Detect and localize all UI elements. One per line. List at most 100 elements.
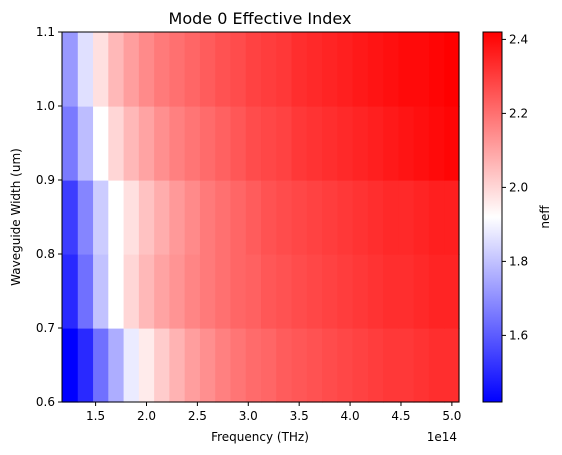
heatmap-cell bbox=[108, 32, 125, 107]
heatmap-cell bbox=[154, 32, 170, 107]
heatmap-cell bbox=[261, 328, 277, 403]
heatmap-cell bbox=[276, 106, 293, 181]
heatmap-cell bbox=[215, 32, 232, 107]
heatmap-cell bbox=[398, 106, 415, 181]
heatmap-cell bbox=[322, 254, 338, 329]
heatmap-cell bbox=[261, 254, 277, 329]
heatmap-cell bbox=[123, 32, 140, 107]
colorbar-axis: 1.6 1.8 2.0 2.2 2.4 bbox=[502, 32, 528, 342]
heatmap-cell bbox=[413, 328, 430, 403]
heatmap-cell bbox=[276, 180, 293, 255]
y-tick-label: 1.1 bbox=[36, 25, 55, 39]
heatmap-cell bbox=[428, 328, 445, 403]
heatmap-cell bbox=[291, 106, 308, 181]
heatmap-cell bbox=[77, 254, 94, 329]
heatmap-cell bbox=[93, 328, 109, 403]
x-tick-label: 2.5 bbox=[188, 409, 207, 423]
heatmap-cell bbox=[62, 32, 79, 107]
heatmap-cell bbox=[322, 32, 338, 107]
heatmap-cell bbox=[184, 254, 201, 329]
heatmap-cell bbox=[337, 32, 354, 107]
heatmap-cell bbox=[383, 106, 400, 181]
heatmap-cell bbox=[138, 180, 155, 255]
heatmap-cell bbox=[306, 254, 323, 329]
heatmap-cell bbox=[230, 106, 247, 181]
y-axis: 0.6 0.7 0.8 0.9 1.0 1.1 bbox=[36, 25, 62, 409]
heatmap-cell bbox=[199, 106, 216, 181]
heatmap-cell bbox=[367, 328, 384, 403]
heatmap-cell bbox=[367, 32, 384, 107]
colorbar bbox=[482, 31, 503, 403]
heatmap-cell bbox=[154, 254, 170, 329]
heatmap-cell bbox=[444, 254, 460, 329]
heatmap-cell bbox=[199, 328, 216, 403]
x-tick-label: 2.0 bbox=[137, 409, 156, 423]
heatmap-cell bbox=[428, 32, 445, 107]
heatmap-cell bbox=[383, 328, 400, 403]
heatmap-cell bbox=[215, 328, 232, 403]
heatmap-cell bbox=[93, 180, 109, 255]
heatmap-cell bbox=[93, 106, 109, 181]
heatmap-cell bbox=[184, 106, 201, 181]
heatmap-cell bbox=[169, 254, 186, 329]
heatmap-cell bbox=[199, 32, 216, 107]
heatmap-cell bbox=[276, 32, 293, 107]
heatmap-cell bbox=[398, 32, 415, 107]
heatmap-cell bbox=[154, 180, 170, 255]
heatmap-cell bbox=[230, 254, 247, 329]
heatmap-cell bbox=[123, 328, 140, 403]
heatmap-cell bbox=[352, 328, 369, 403]
heatmap-cell bbox=[184, 328, 201, 403]
chart-title: Mode 0 Effective Index bbox=[169, 9, 352, 28]
heatmap-cell bbox=[215, 106, 232, 181]
heatmap-cell bbox=[77, 106, 94, 181]
heatmap-cell bbox=[337, 106, 354, 181]
heatmap-cell bbox=[245, 180, 262, 255]
heatmap-cell bbox=[93, 32, 109, 107]
heatmap-cell bbox=[62, 328, 79, 403]
x-tick-label: 5.0 bbox=[442, 409, 461, 423]
heatmap-cell bbox=[138, 328, 155, 403]
heatmap-cell bbox=[444, 106, 460, 181]
heatmap-cell bbox=[306, 328, 323, 403]
heatmap-cell bbox=[291, 32, 308, 107]
heatmap-cells bbox=[62, 32, 460, 403]
heatmap-cell bbox=[276, 254, 293, 329]
heatmap-cell bbox=[123, 254, 140, 329]
heatmap-cell bbox=[428, 106, 445, 181]
heatmap-cell bbox=[169, 180, 186, 255]
heatmap-cell bbox=[428, 254, 445, 329]
x-tick-label: 3.0 bbox=[239, 409, 258, 423]
colorbar-tick-label: 2.0 bbox=[509, 180, 528, 194]
heatmap-cell bbox=[291, 254, 308, 329]
heatmap-cell bbox=[245, 328, 262, 403]
heatmap-cell bbox=[154, 328, 170, 403]
y-tick-label: 0.7 bbox=[36, 321, 55, 335]
heatmap-cell bbox=[398, 328, 415, 403]
heatmap-cell bbox=[413, 180, 430, 255]
colorbar-tick-label: 1.8 bbox=[509, 254, 528, 268]
heatmap-cell bbox=[367, 106, 384, 181]
heatmap-cell bbox=[108, 328, 125, 403]
heatmap-cell bbox=[108, 254, 125, 329]
y-tick-label: 1.0 bbox=[36, 99, 55, 113]
heatmap-cell bbox=[276, 328, 293, 403]
colorbar-label: neff bbox=[538, 205, 552, 229]
heatmap-cell bbox=[337, 180, 354, 255]
heatmap-cell bbox=[138, 106, 155, 181]
plot-frame bbox=[61, 31, 460, 403]
heatmap-cell bbox=[398, 180, 415, 255]
heatmap-cell bbox=[230, 180, 247, 255]
heatmap-cell bbox=[261, 106, 277, 181]
heatmap-cell bbox=[398, 254, 415, 329]
heatmap-cell bbox=[184, 180, 201, 255]
x-tick-label: 1.5 bbox=[86, 409, 105, 423]
heatmap-cell bbox=[261, 32, 277, 107]
x-tick-label: 4.0 bbox=[341, 409, 360, 423]
heatmap-cell bbox=[428, 180, 445, 255]
heatmap-cell bbox=[367, 254, 384, 329]
heatmap-cell bbox=[62, 106, 79, 181]
x-axis-offset: 1e14 bbox=[427, 430, 457, 444]
x-tick-label: 3.5 bbox=[290, 409, 309, 423]
heatmap-cell bbox=[93, 254, 109, 329]
